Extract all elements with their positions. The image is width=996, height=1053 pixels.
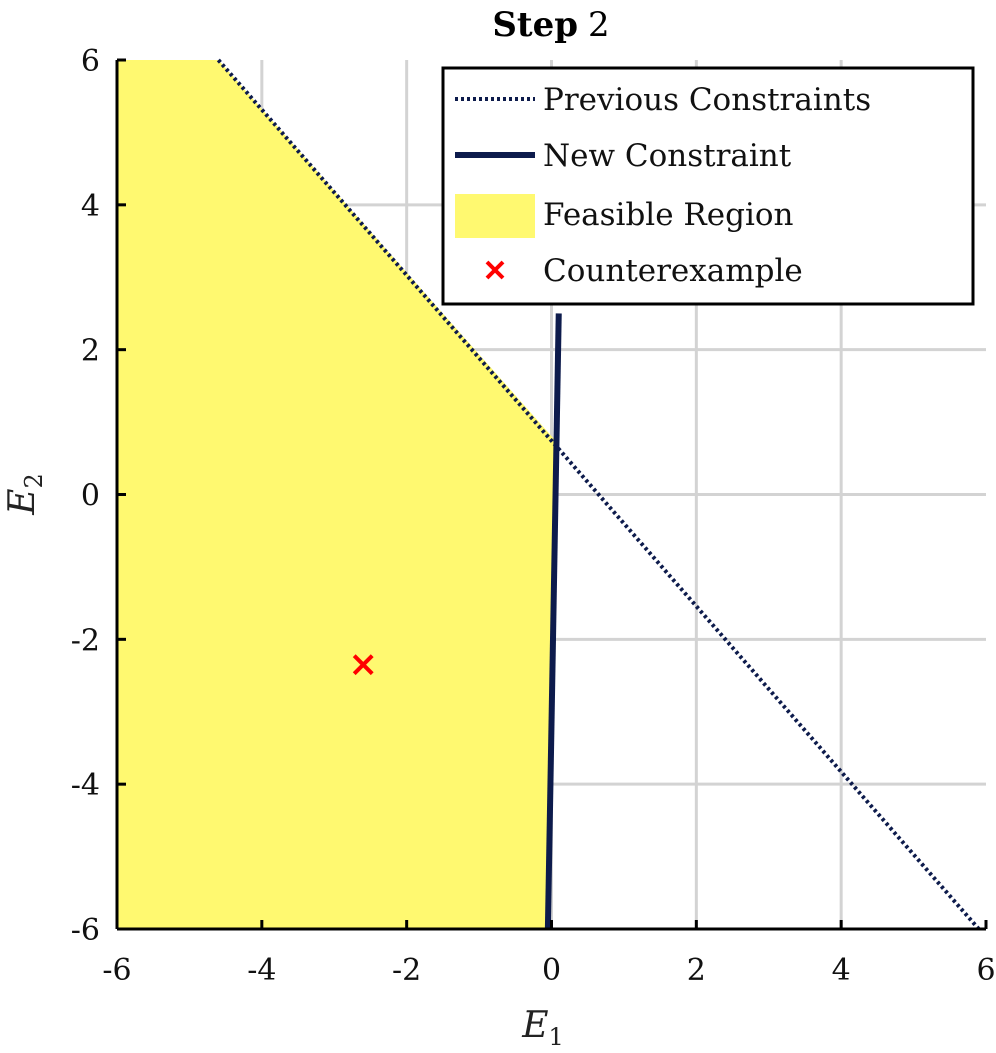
x-tick-label: -6 bbox=[102, 953, 131, 988]
chart-title-bold: Step bbox=[492, 5, 578, 45]
y-tick-label: 6 bbox=[81, 44, 100, 79]
legend-label-previous-constraints: Previous Constraints bbox=[543, 82, 871, 118]
legend-label-new-constraint: New Constraint bbox=[543, 138, 792, 174]
axes bbox=[115, 58, 988, 931]
x-tick-label: 4 bbox=[832, 953, 851, 988]
x-tick-label: -4 bbox=[247, 953, 276, 988]
counterexample-marker bbox=[352, 654, 374, 676]
x-tick-label: 2 bbox=[687, 953, 706, 988]
legend-swatch-feasible-region bbox=[455, 194, 535, 238]
tick-labels: -6 -4 -2 0 2 4 6 -6 -4 -2 0 2 4 6 bbox=[71, 44, 996, 988]
y-tick-label: 4 bbox=[81, 189, 100, 224]
y-tick-label: -4 bbox=[71, 768, 100, 803]
legend-label-counterexample: Counterexample bbox=[543, 253, 803, 289]
y-tick-label: -6 bbox=[71, 913, 100, 948]
y-tick-label: -2 bbox=[71, 623, 100, 658]
chart-title-rest: 2 bbox=[588, 5, 610, 45]
chart-title: Step 2 bbox=[492, 5, 609, 45]
x-axis-label: E1 bbox=[521, 1005, 564, 1051]
legend-label-feasible-region: Feasible Region bbox=[543, 197, 794, 233]
y-tick-label: 2 bbox=[81, 334, 100, 369]
x-tick-label: 0 bbox=[542, 953, 561, 988]
previous-constraints-line bbox=[216, 58, 981, 931]
feasible-region-area bbox=[117, 60, 556, 929]
y-tick-label: 0 bbox=[81, 479, 100, 514]
new-constraint-line bbox=[544, 313, 562, 930]
legend: Previous Constraints New Constraint Feas… bbox=[441, 66, 975, 306]
legend-swatch-counterexample bbox=[485, 260, 505, 280]
legend-box bbox=[441, 66, 975, 306]
y-axis-label: E2 bbox=[2, 473, 48, 516]
data-layer bbox=[117, 58, 981, 931]
x-tick-label: -2 bbox=[392, 953, 421, 988]
x-tick-label: 6 bbox=[976, 953, 995, 988]
